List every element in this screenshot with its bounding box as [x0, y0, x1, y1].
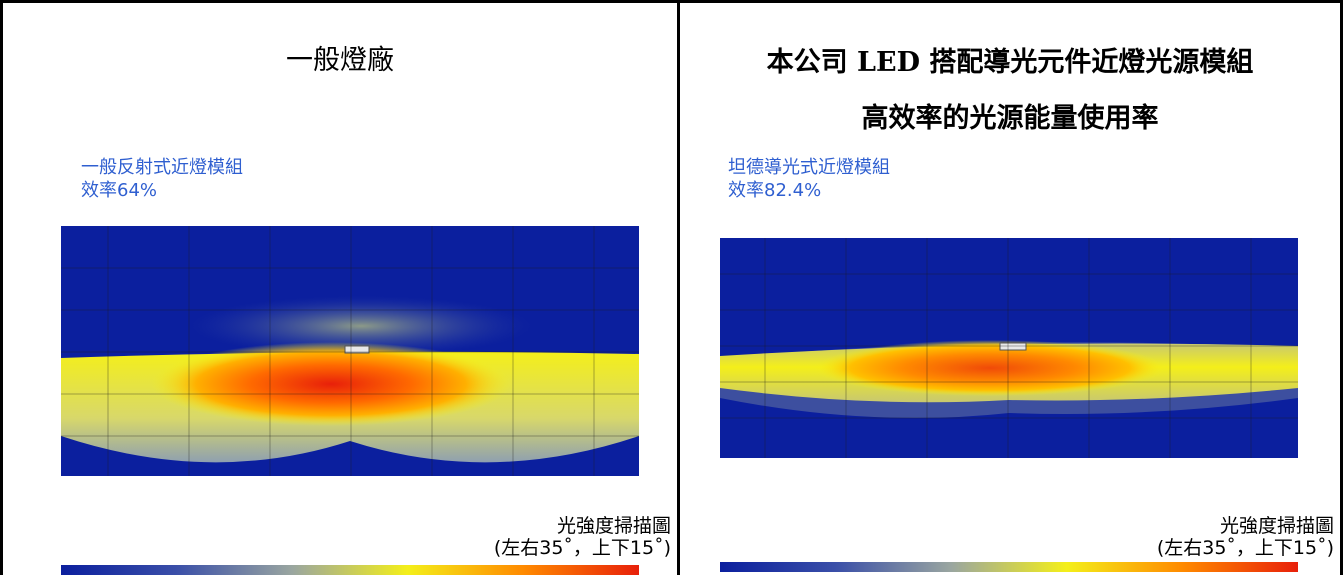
- left-caption-range: (左右35˚，上下15˚): [493, 537, 671, 559]
- left-caption-title: 光強度掃描圖: [556, 515, 671, 537]
- right-color-scale: [720, 562, 1298, 572]
- right-grid: [720, 238, 1298, 458]
- left-grid: [61, 226, 639, 476]
- left-center-marker: [344, 345, 370, 354]
- left-hot-spot: [151, 342, 511, 426]
- right-caption-range: (左右35˚，上下15˚): [1156, 537, 1334, 559]
- left-glare-region: [191, 296, 531, 356]
- right-caption: 光強度掃描圖 (左右35˚，上下15˚): [1157, 515, 1334, 559]
- right-module-name: 坦德導光式近燈模組: [728, 157, 890, 178]
- left-module-name: 一般反射式近燈模組: [81, 157, 243, 178]
- left-caption: 光強度掃描圖 (左右35˚，上下15˚): [494, 515, 671, 559]
- right-center-marker: [999, 342, 1027, 351]
- left-module-label: 一般反射式近燈模組 效率64%: [81, 156, 243, 202]
- panel-divider: [677, 0, 680, 575]
- right-intensity-plot: [720, 238, 1298, 458]
- right-caption-title: 光強度掃描圖: [1219, 515, 1334, 537]
- right-panel: 本公司 LED 搭配導光元件近燈光源模組 高效率的光源能量使用率 坦德導光式近燈…: [680, 0, 1340, 575]
- right-heading-line1: 本公司 LED 搭配導光元件近燈光源模組: [766, 47, 1254, 78]
- left-color-scale: [61, 565, 639, 575]
- right-hot-spot: [815, 340, 1165, 396]
- left-panel: 一般燈廠 一般反射式近燈模組 效率64%: [3, 0, 677, 575]
- left-heading: 一般燈廠: [286, 45, 394, 76]
- right-heading-line2: 高效率的光源能量使用率: [861, 103, 1159, 134]
- right-efficiency: 效率82.4%: [728, 180, 822, 201]
- left-intensity-plot: [61, 226, 639, 476]
- left-efficiency: 效率64%: [81, 180, 158, 201]
- right-module-label: 坦德導光式近燈模組 效率82.4%: [728, 156, 890, 202]
